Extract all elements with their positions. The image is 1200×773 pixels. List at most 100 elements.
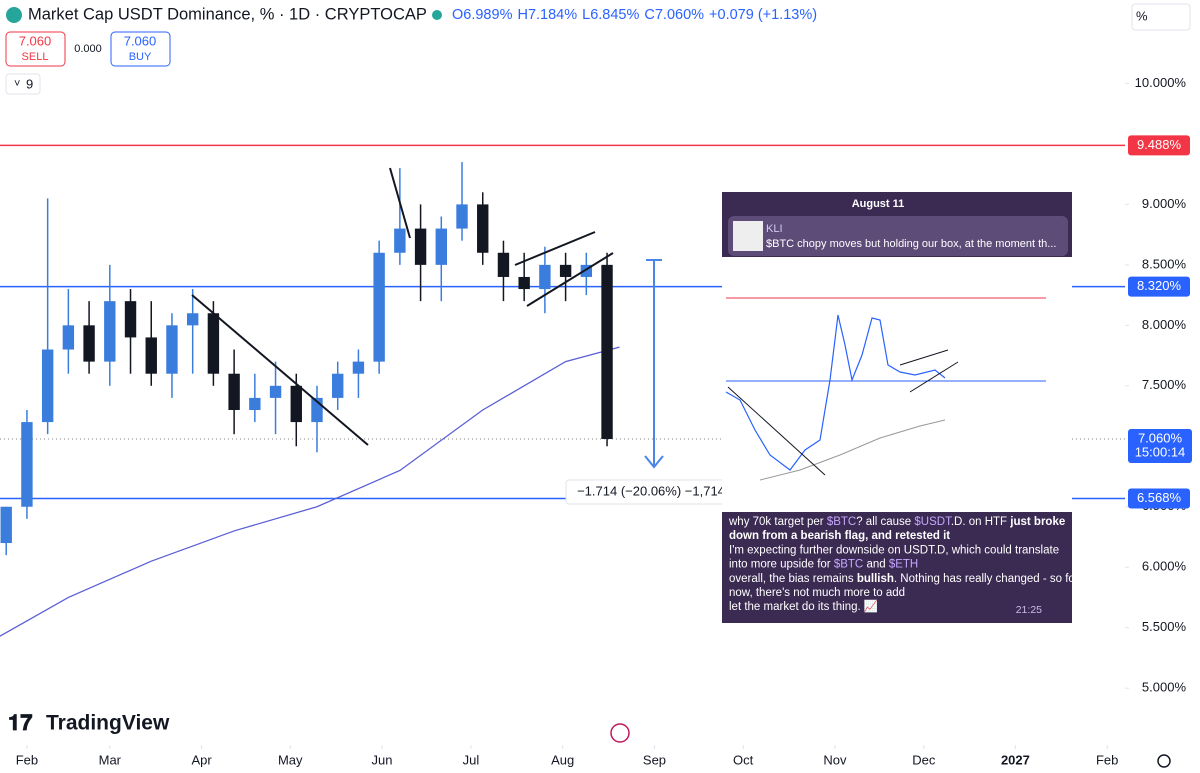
ohlc-change: +0.079 (+1.13%) (709, 7, 817, 23)
candle-body (269, 385, 282, 398)
candle-body (435, 228, 447, 265)
candle-body (41, 349, 54, 423)
countdown: 15:00:14 (1135, 444, 1186, 459)
scale-label: % (1136, 8, 1148, 23)
y-tick-label: 7.500% (1142, 377, 1187, 392)
trend-line (191, 294, 369, 446)
reply-author: KLI (766, 223, 783, 235)
level-label: 6.568% (1137, 490, 1182, 505)
message-segment: ? all cause (856, 516, 914, 528)
x-tick-label: Jul (463, 752, 480, 767)
chart-title: Market Cap USDT Dominance, % · 1D · CRYP… (28, 5, 427, 23)
message-segment[interactable]: $BTC (827, 516, 856, 528)
ohlc-high: H7.184% (517, 7, 577, 23)
candle-body (104, 301, 116, 362)
message-body: why 70k target per $BTC? all cause $USDT… (728, 516, 1079, 613)
x-tick-label: Jun (372, 752, 393, 767)
scale-button[interactable] (1131, 3, 1191, 31)
arrow-head (644, 455, 664, 469)
x-tick-label: Mar (99, 752, 122, 767)
message-time: 21:25 (1016, 604, 1042, 616)
candle-body (580, 264, 593, 277)
message-line: why 70k target per $BTC? all cause $USDT… (728, 516, 1065, 528)
buy-label: BUY (129, 51, 152, 63)
message-segment[interactable]: $BTC (834, 559, 863, 571)
settings-icon[interactable] (1157, 754, 1171, 768)
x-tick-label: Apr (191, 752, 212, 767)
message-segment: into more upside for (729, 559, 834, 571)
y-tick-label: 5.500% (1142, 619, 1187, 634)
event-icon[interactable] (610, 723, 630, 743)
candle-body (290, 385, 302, 423)
candle-body (166, 325, 178, 374)
message-segment[interactable]: $ETH (889, 559, 918, 571)
message-segment: now, there's not much more to add (729, 587, 905, 599)
candle-body (394, 228, 406, 253)
message-segment: bullish (857, 573, 894, 585)
sell-button[interactable] (5, 31, 66, 67)
sell-label: SELL (22, 51, 49, 63)
trend-line (389, 167, 411, 239)
last-price-label: 7.060% (1138, 430, 1183, 445)
symbol-icon (6, 7, 22, 23)
candle-body (456, 204, 468, 229)
level-label: 8.320% (1137, 278, 1182, 293)
moving-average (0, 346, 620, 637)
y-tick-label: 5.000% (1142, 680, 1187, 695)
x-tick-label: 2027 (1001, 752, 1030, 767)
message-segment: I'm expecting further downside on USDT.D… (729, 544, 1059, 556)
y-tick-label: 8.500% (1142, 256, 1187, 271)
message-segment: overall, the bias remains (729, 573, 857, 585)
message-card: August 11 KLI $BTC chopy moves but holdi… (722, 192, 1079, 623)
message-line: let the market do its thing. 📈 (729, 599, 878, 613)
candle-body (518, 276, 530, 290)
x-tick-label: Dec (912, 752, 936, 767)
candle-body (539, 264, 551, 290)
candle-body (477, 204, 489, 253)
message-line: now, there's not much more to add (729, 587, 905, 599)
level-badge (1128, 135, 1190, 156)
indicators-count: 9 (26, 76, 33, 91)
background: 10.000%9.000%8.500%8.000%7.500%6.500%6.0… (16, 75, 1187, 768)
candle-body (21, 422, 33, 507)
toggle-caret: ˅ (14, 78, 20, 90)
candle-body (373, 252, 385, 362)
message-segment: down from a bearish flag, and retested i… (729, 530, 950, 542)
candle-body (414, 228, 427, 265)
x-tick-label: May (278, 752, 303, 767)
message-line: I'm expecting further downside on USDT.D… (729, 544, 1059, 556)
message-line: overall, the bias remains bullish. Nothi… (729, 573, 1079, 585)
candle-body (352, 361, 365, 374)
logo-mark: 𝟏𝟕 (8, 710, 33, 735)
y-tick-label: 9.000% (1142, 196, 1187, 211)
message-segment: . Nothing has really changed - so for (894, 573, 1079, 585)
candle-body (207, 313, 220, 374)
buy-button[interactable] (110, 31, 171, 67)
embedded-price (725, 314, 946, 471)
x-tick-label: Nov (823, 752, 847, 767)
drawings (191, 167, 614, 446)
buy-price: 7.060 (124, 33, 157, 48)
ohlc: O6.989% H7.184% L6.845% C7.060% +0.079 (+1.1… (452, 7, 817, 23)
level-badge (1128, 276, 1190, 297)
candle-body (311, 397, 323, 423)
ohlc-open: O6.989% (452, 7, 513, 23)
message-segment: .D. on HTF (951, 516, 1010, 528)
candle-body (601, 264, 613, 440)
embedded-trend (727, 386, 826, 476)
embedded-flag (899, 349, 949, 366)
ohlc-low: L6.845% (582, 7, 639, 23)
message-segment: and (863, 559, 889, 571)
flag-line (526, 252, 614, 307)
message-line: into more upside for $BTC and $ETH (729, 559, 918, 571)
message-segment[interactable]: $USDT (914, 516, 952, 528)
level-badge (1128, 488, 1190, 509)
candle-body (332, 373, 344, 398)
message-segment: let the market do its thing. 📈 (729, 599, 878, 613)
measure-label: −1.714 (−20.06%) −1,714 (577, 483, 725, 498)
y-tick-label: 6.000% (1142, 559, 1187, 574)
candle-body (186, 313, 199, 326)
indicators-toggle[interactable] (5, 73, 41, 95)
candle-body (62, 325, 75, 350)
